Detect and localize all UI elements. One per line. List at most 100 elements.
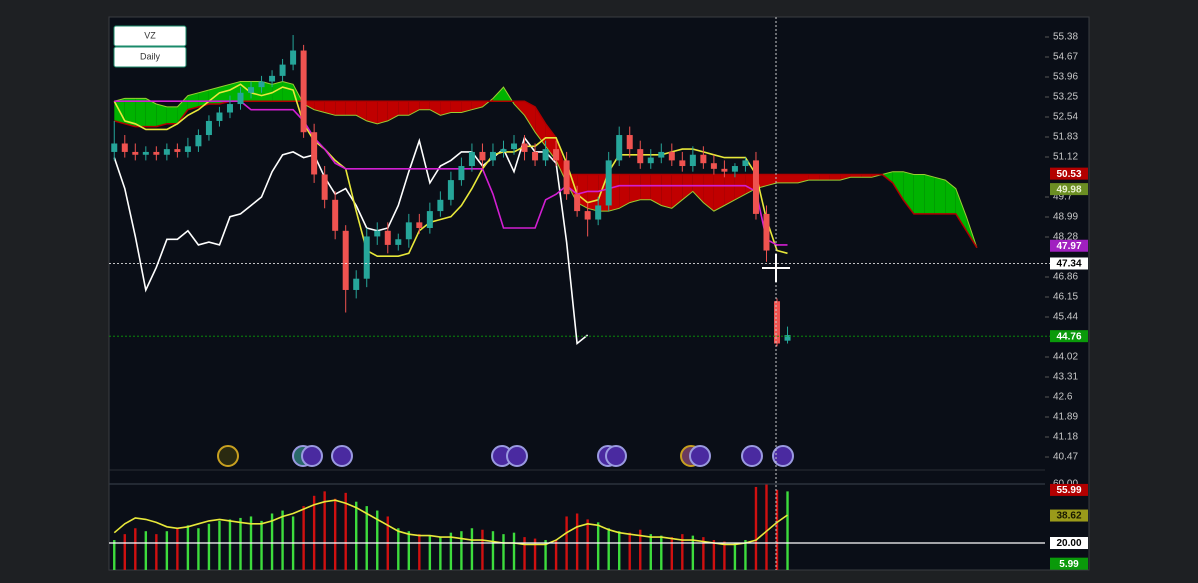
indicator-line [114, 100, 788, 246]
candle-body [595, 205, 602, 220]
cloud-segment [840, 174, 851, 181]
event-icon[interactable] [605, 445, 627, 467]
candle-body [216, 112, 223, 121]
candle-body [300, 50, 307, 133]
histogram-bar [428, 535, 432, 570]
candle-body [479, 151, 486, 161]
histogram-bar [165, 531, 169, 570]
y-tick-label: 40.47 [1053, 452, 1078, 463]
price-tag [1050, 167, 1088, 180]
histogram-bar [660, 535, 663, 570]
histogram-bar [439, 537, 442, 570]
symbol-box[interactable] [113, 25, 187, 47]
candle-body [752, 160, 759, 214]
candle-body [311, 132, 318, 175]
cloud-segment [892, 171, 904, 200]
event-icon[interactable] [741, 445, 763, 467]
histogram-bar [765, 484, 768, 570]
y-tick-label: 55.38 [1053, 32, 1078, 43]
cloud-segment [619, 174, 630, 209]
histogram-bar [512, 532, 516, 570]
cloud-segment [671, 174, 683, 209]
y-tick-label: 41.18 [1053, 432, 1078, 443]
cloud-segment [124, 98, 136, 127]
event-icon[interactable] [301, 445, 323, 467]
y-tick-label: 48.28 [1053, 232, 1078, 243]
candle-body [395, 239, 402, 245]
histogram-bar [754, 486, 758, 570]
event-icon[interactable] [689, 445, 711, 467]
candle-body [563, 160, 570, 195]
price-tag-label: 47.34 [1056, 259, 1081, 270]
candle-body [700, 154, 707, 164]
histogram-bar [681, 534, 684, 570]
histogram-bar [702, 537, 705, 570]
cloud-segment [829, 174, 841, 181]
histogram-bar [502, 534, 505, 570]
histogram-bar [712, 540, 716, 570]
candle-body [721, 168, 728, 172]
histogram-bar [786, 491, 789, 570]
cloud-segment [777, 174, 788, 183]
candle-body [458, 166, 465, 181]
event-icon[interactable] [506, 445, 528, 467]
y-tick-label: 53.96 [1053, 72, 1078, 83]
cloud-segment [387, 101, 399, 121]
candle-body [153, 151, 160, 155]
event-icon[interactable] [772, 445, 794, 467]
cloud-segment [408, 101, 420, 116]
candle-body [532, 151, 539, 161]
histogram-bar [302, 506, 305, 570]
signal-line [113, 499, 788, 546]
y-tick-label: 46.15 [1053, 292, 1078, 303]
candle-body [248, 87, 255, 93]
cloud-segment [398, 101, 409, 116]
histogram-bar [523, 537, 526, 570]
candle-body [205, 120, 212, 136]
price-tag [1050, 509, 1088, 522]
cloud-segment [640, 174, 651, 200]
candle-body [468, 151, 475, 167]
cloud-segment [524, 101, 536, 133]
candle-body [553, 149, 560, 161]
candle-body [363, 236, 370, 279]
event-icon[interactable] [331, 445, 353, 467]
histogram-bar [113, 540, 116, 570]
candle-body [647, 157, 654, 164]
indicator-line [113, 83, 788, 257]
price-tag [1050, 257, 1088, 270]
event-icon[interactable] [217, 445, 239, 467]
histogram-bar [544, 540, 547, 570]
y-tick-label: 43.31 [1053, 372, 1078, 383]
price-tag-label: 50.53 [1056, 169, 1081, 180]
cloud-segment [461, 101, 472, 113]
candle-body [574, 194, 581, 212]
candle-body [489, 151, 496, 161]
candle-body [332, 199, 339, 231]
price-tag-label: 47.97 [1056, 241, 1081, 252]
candle-body [710, 163, 717, 169]
cloud-segment [450, 101, 462, 113]
interval-box[interactable] [113, 46, 187, 68]
candle-body [626, 135, 633, 150]
price-tag [1050, 557, 1088, 570]
price-tag-label: 38.62 [1056, 511, 1081, 522]
cloud-segment [955, 188, 967, 231]
cloud-segment [166, 106, 178, 124]
cloud-segment [787, 174, 798, 183]
price-tag [1050, 483, 1088, 496]
candle-body [689, 154, 696, 167]
histogram-bar [449, 532, 453, 570]
histogram-bar [355, 501, 358, 570]
y-tick-label: 52.54 [1053, 112, 1078, 123]
candle-body [163, 149, 170, 155]
y-tick-label: 42.6 [1053, 392, 1073, 403]
candle-body [342, 230, 349, 290]
histogram-bar [197, 528, 200, 570]
price-tag-label: 49.98 [1056, 184, 1081, 195]
histogram-bar [323, 491, 326, 570]
candle-body [142, 151, 149, 155]
cloud-segment [377, 101, 388, 124]
candle-body [774, 301, 781, 344]
